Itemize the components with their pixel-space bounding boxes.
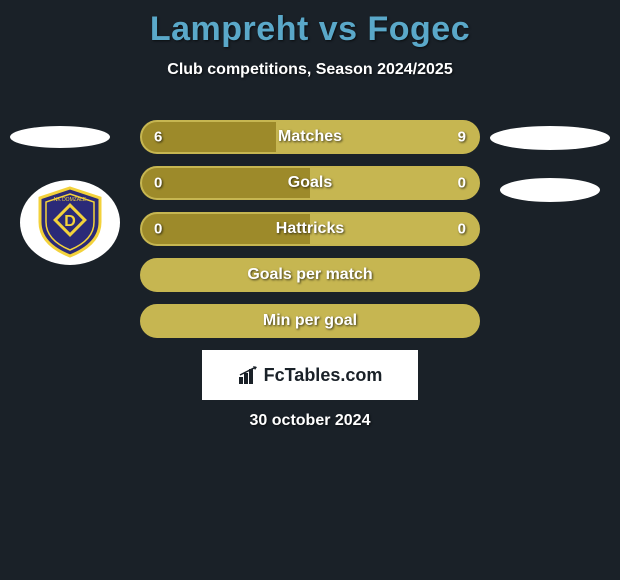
club-badge: D NK DOMŽALE: [20, 180, 120, 265]
bar-label: Min per goal: [263, 312, 357, 330]
decorative-ellipse: [500, 178, 600, 202]
decorative-ellipse: [490, 126, 610, 150]
bar-fill-right: [310, 168, 478, 198]
comparison-bar-row: Goals 0 0: [140, 166, 480, 200]
page-title: Lampreht vs Fogec: [0, 0, 620, 49]
bar-value-left: 0: [154, 175, 162, 192]
bar-label: Hattricks: [276, 220, 344, 238]
fctables-branding: FcTables.com: [202, 350, 418, 400]
bar-fill-left: [142, 168, 310, 198]
comparison-bar-row: Matches 6 9: [140, 120, 480, 154]
bar-value-left: 6: [154, 129, 162, 146]
comparison-bars: Matches 6 9 Goals 0 0 Hattricks 0 0 Goals per mat…: [140, 120, 480, 350]
bar-value-right: 0: [458, 175, 466, 192]
club-shield-icon: D NK DOMŽALE: [34, 186, 106, 258]
barchart-icon: [238, 365, 260, 385]
badge-club-text: NK DOMŽALE: [54, 195, 87, 203]
subtitle: Club competitions, Season 2024/2025: [0, 61, 620, 79]
comparison-bar-row: Goals per match: [140, 258, 480, 292]
decorative-ellipse: [10, 126, 110, 148]
bar-value-left: 0: [154, 221, 162, 238]
badge-letter: D: [64, 213, 76, 230]
bar-label: Goals per match: [247, 266, 372, 284]
bar-value-right: 0: [458, 221, 466, 238]
date-text: 30 october 2024: [250, 412, 371, 430]
bar-value-right: 9: [458, 129, 466, 146]
bar-label: Matches: [278, 128, 342, 146]
comparison-bar-row: Hattricks 0 0: [140, 212, 480, 246]
fctables-label: FcTables.com: [264, 365, 383, 386]
bar-label: Goals: [288, 174, 332, 192]
comparison-bar-row: Min per goal: [140, 304, 480, 338]
